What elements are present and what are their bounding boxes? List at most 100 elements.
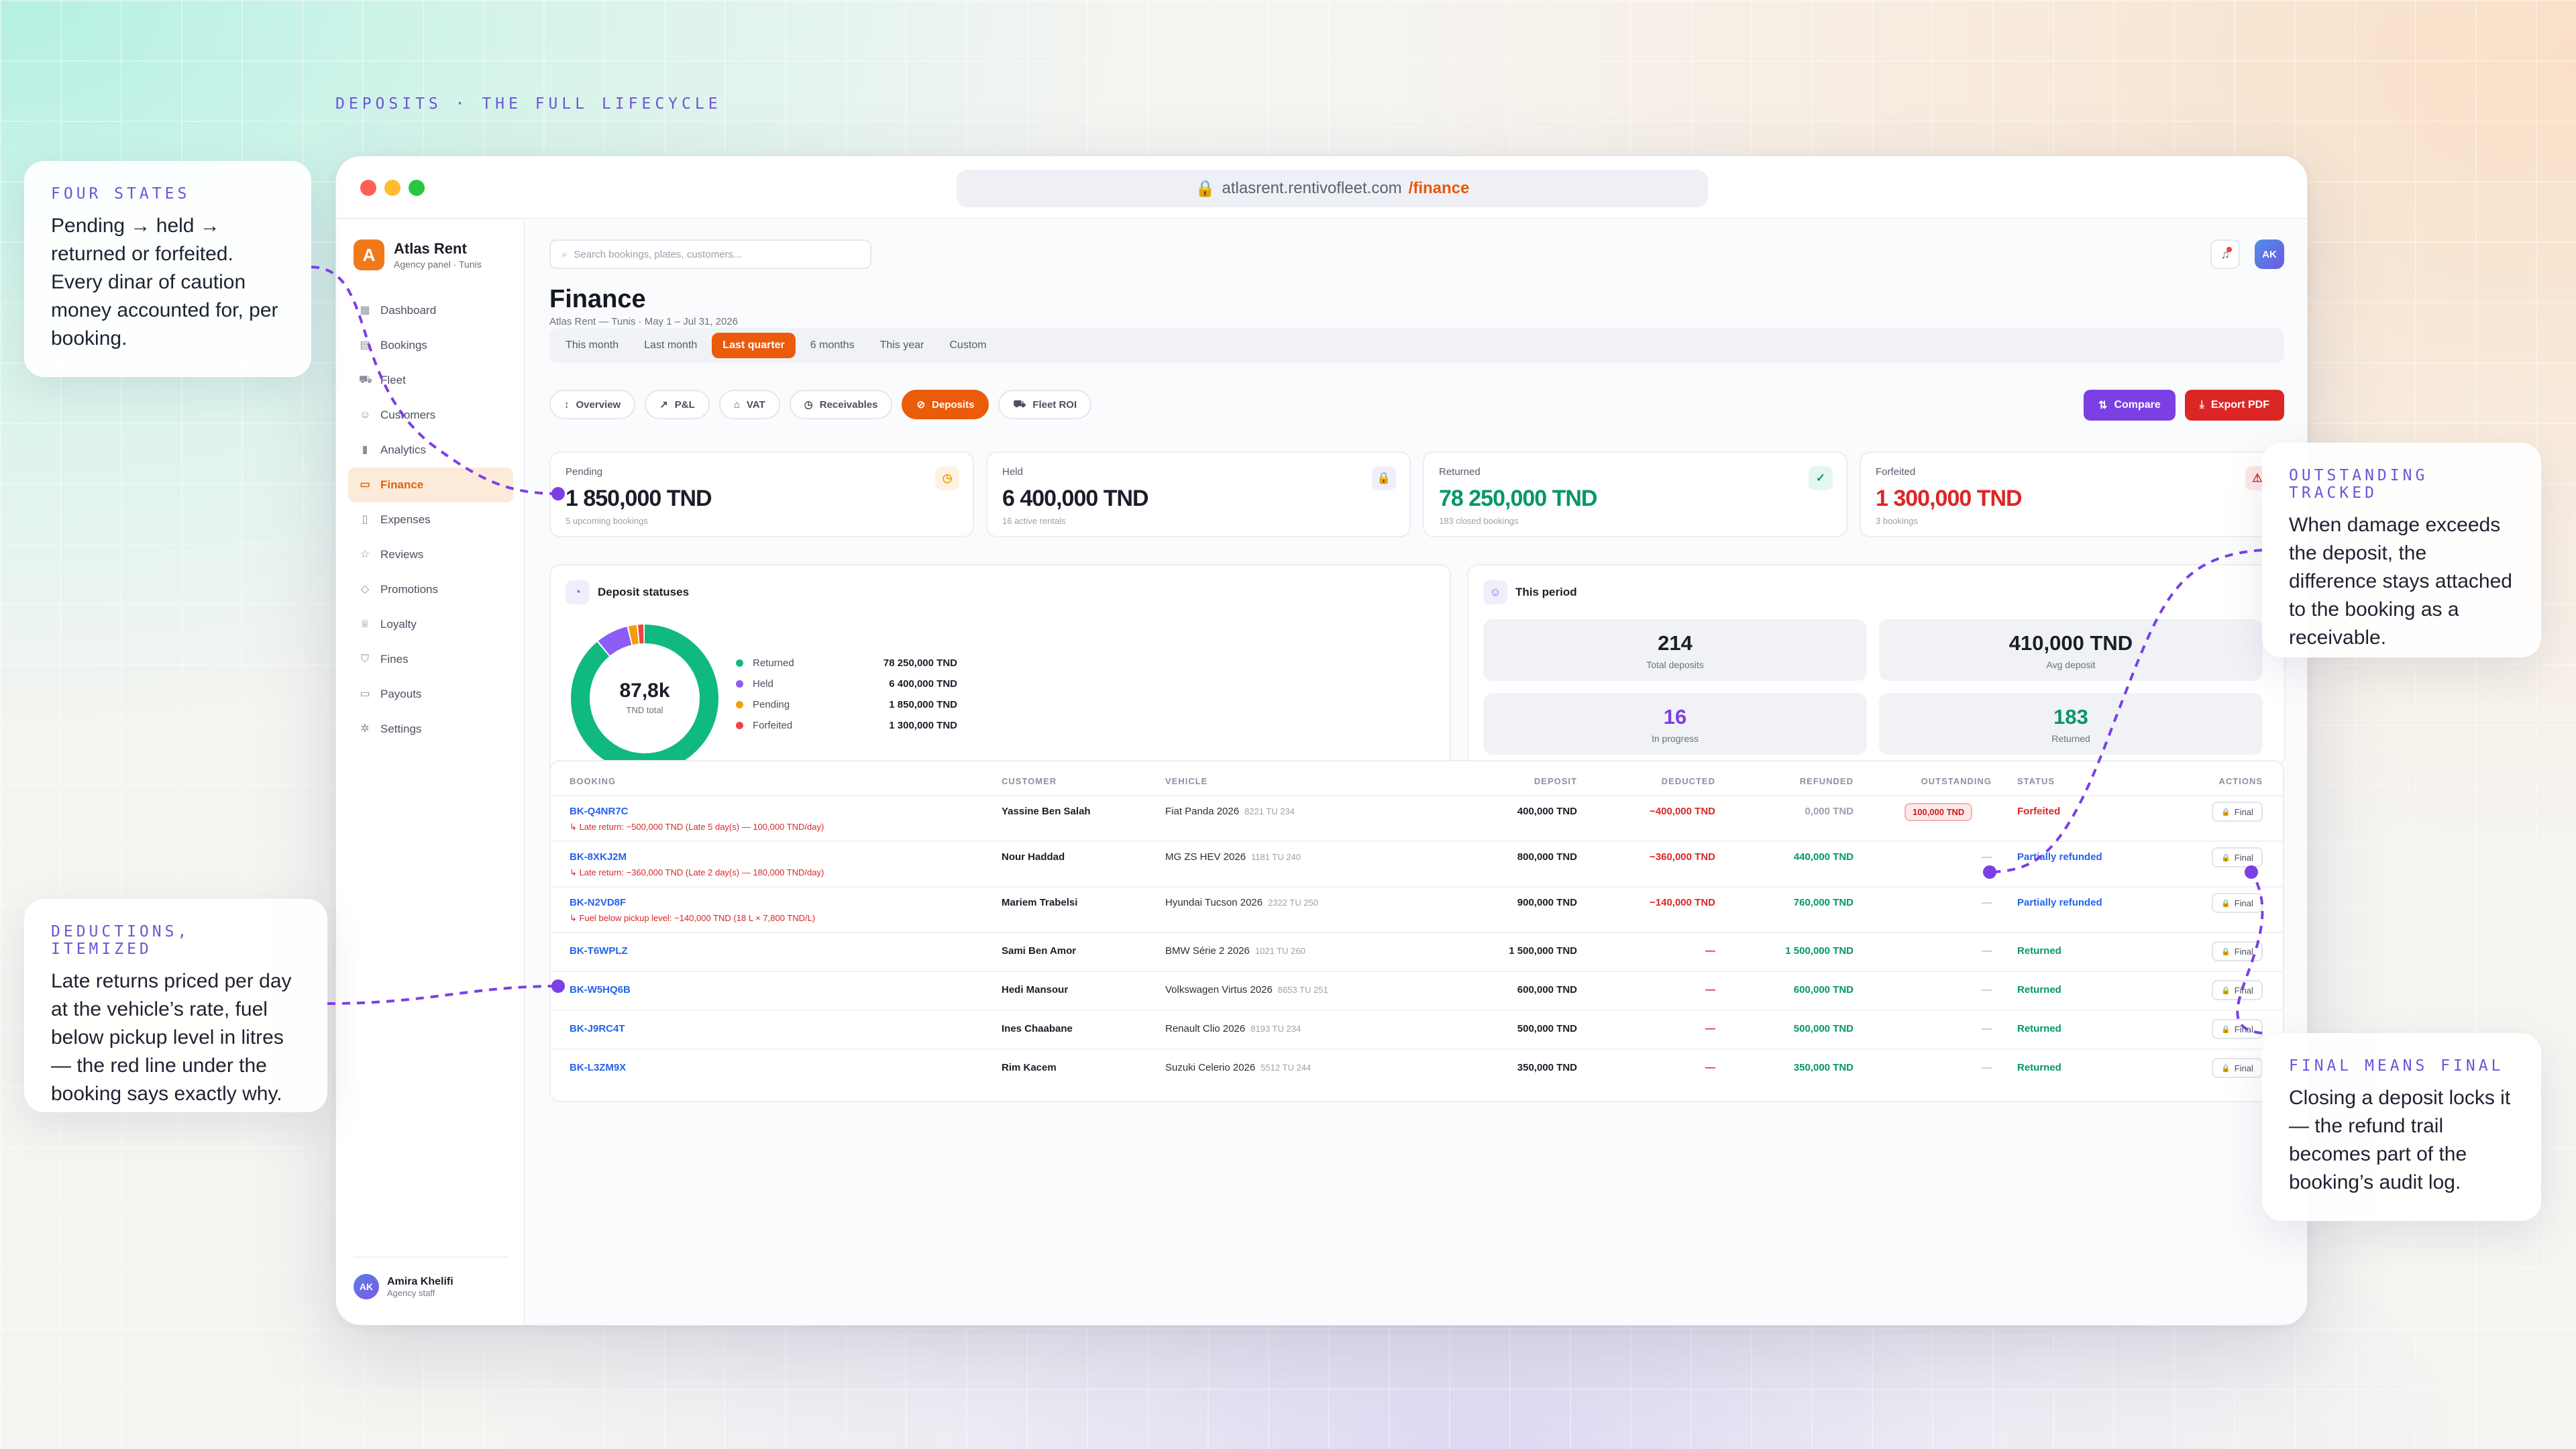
- sidebar-item-fines[interactable]: ⛉ Fines: [348, 642, 513, 677]
- tab-overview[interactable]: ↕ Overview: [549, 390, 636, 419]
- status-badge: Returned: [2017, 1062, 2061, 1073]
- sidebar-item-label: Payouts: [380, 688, 422, 700]
- donut-center-value: 87,8k: [619, 680, 669, 702]
- final-button[interactable]: 🔒 Final: [2212, 847, 2263, 867]
- column-header-outstanding[interactable]: OUTSTANDING: [1921, 776, 1992, 786]
- outstanding-amount: —: [1982, 851, 1992, 863]
- final-button[interactable]: 🔒 Final: [2212, 980, 2263, 1000]
- close-dot[interactable]: [360, 180, 376, 196]
- sidebar-item-label: Expenses: [380, 513, 431, 526]
- user-profile[interactable]: AK Amira Khelifi Agency staff: [354, 1256, 508, 1299]
- legend-value: 6 400,000 TND: [889, 678, 957, 690]
- sidebar-item-expenses[interactable]: ▯ Expenses: [348, 502, 513, 537]
- final-button[interactable]: 🔒 Final: [2212, 941, 2263, 961]
- period-this-year[interactable]: This year: [879, 339, 924, 351]
- table-row[interactable]: BK-T6WPLZ Sami Ben Amor BMW Série 2 2026 10…: [551, 932, 2283, 971]
- stat-label: Avg deposit: [2046, 659, 2096, 670]
- final-button[interactable]: 🔒 Final: [2212, 1058, 2263, 1078]
- tab-vat[interactable]: ⌂ VAT: [718, 390, 780, 419]
- deposit-statuses-card: ◔ Deposit statuses 87,8k TND total Return…: [549, 564, 1451, 783]
- legend-swatch: [736, 659, 743, 667]
- final-button[interactable]: 🔒 Final: [2212, 802, 2263, 822]
- sidebar-item-promotions[interactable]: ◇ Promotions: [348, 572, 513, 607]
- tab-deposits[interactable]: ⊘ Deposits: [902, 390, 989, 419]
- shield-icon: ⛉: [360, 653, 369, 665]
- minimize-dot[interactable]: [384, 180, 400, 196]
- booking-link[interactable]: BK-L3ZM9X: [570, 1062, 627, 1073]
- sidebar-item-fleet[interactable]: ⛟ Fleet: [348, 363, 513, 398]
- column-header-actions[interactable]: ACTIONS: [2218, 776, 2263, 786]
- avatar-top[interactable]: AK: [2255, 239, 2284, 269]
- table-row[interactable]: BK-N2VD8F ↳ Fuel below pickup level: −140…: [551, 886, 2283, 932]
- kpi-sub: 5 upcoming bookings: [566, 516, 648, 526]
- kpi-card-held[interactable]: Held 6 400,000 TND 16 active rentals 🔒: [986, 451, 1411, 537]
- tab-fleet-roi[interactable]: ⛟ Fleet ROI: [998, 390, 1092, 419]
- table-row[interactable]: BK-Q4NR7C ↳ Late return: −500,000 TND (La…: [551, 795, 2283, 841]
- sidebar-item-analytics[interactable]: ▮ Analytics: [348, 433, 513, 468]
- tab-p-l[interactable]: ↗ P&L: [645, 390, 710, 419]
- period-last-month[interactable]: Last month: [644, 339, 698, 351]
- sidebar-item-customers[interactable]: ☺ Customers: [348, 398, 513, 433]
- booking-link[interactable]: BK-Q4NR7C: [570, 806, 629, 817]
- final-button[interactable]: 🔒 Final: [2212, 1019, 2263, 1039]
- tab-label: P&L: [674, 398, 695, 411]
- maximize-dot[interactable]: [409, 180, 425, 196]
- vehicle-name: Volkswagen Virtus 2026: [1165, 984, 1273, 996]
- kpi-value: 78 250,000 TND: [1439, 486, 1598, 511]
- deposit-amount: 600,000 TND: [1517, 984, 1577, 996]
- period-this-month[interactable]: This month: [566, 339, 619, 351]
- kpi-card-forfeited[interactable]: Forfeited 1 300,000 TND 3 bookings ⚠: [1860, 451, 2284, 537]
- search-input[interactable]: ⌕ Search bookings, plates, customers...: [549, 239, 871, 269]
- download-icon: ⤓: [2199, 399, 2204, 411]
- brand[interactable]: A Atlas Rent Agency panel · Tunis: [354, 239, 482, 270]
- kpi-row: Pending 1 850,000 TND 5 upcoming bookings ◷…: [549, 451, 2284, 537]
- column-header-deposit[interactable]: DEPOSIT: [1534, 776, 1577, 786]
- final-button[interactable]: 🔒 Final: [2212, 893, 2263, 913]
- kpi-card-pending[interactable]: Pending 1 850,000 TND 5 upcoming bookings ◷: [549, 451, 974, 537]
- period-custom[interactable]: Custom: [949, 339, 987, 351]
- deducted-amount: −140,000 TND: [1650, 897, 1715, 908]
- tab-icon: ◷: [804, 399, 813, 411]
- column-header-customer[interactable]: CUSTOMER: [1002, 776, 1057, 786]
- sidebar-item-dashboard[interactable]: ▦ Dashboard: [348, 293, 513, 328]
- legend-swatch: [736, 722, 743, 729]
- export-pdf-button[interactable]: ⤓ Export PDF: [2184, 390, 2284, 421]
- booking-link[interactable]: BK-J9RC4T: [570, 1023, 625, 1034]
- sidebar-item-label: Analytics: [380, 443, 427, 456]
- tab-receivables[interactable]: ◷ Receivables: [789, 390, 893, 419]
- column-header-refunded[interactable]: REFUNDED: [1799, 776, 1854, 786]
- compare-button[interactable]: ⇅ Compare: [2084, 390, 2176, 421]
- sidebar-item-label: Fines: [380, 653, 409, 665]
- table-row[interactable]: BK-L3ZM9X Rim Kacem Suzuki Celerio 2026 551…: [551, 1049, 2283, 1087]
- table-row[interactable]: BK-W5HQ6B Hedi Mansour Volkswagen Virtus 2…: [551, 971, 2283, 1010]
- column-header-status[interactable]: STATUS: [2017, 776, 2055, 786]
- address-bar[interactable]: 🔒 atlasrent.rentivofleet.com /finance: [957, 170, 1708, 207]
- kpi-card-returned[interactable]: Returned 78 250,000 TND 183 closed booking…: [1423, 451, 1847, 537]
- bell-icon[interactable]: ♫: [2210, 239, 2240, 269]
- table-row[interactable]: BK-J9RC4T Ines Chaabane Renault Clio 2026 8…: [551, 1010, 2283, 1049]
- period-6-months[interactable]: 6 months: [810, 339, 855, 351]
- sidebar-item-bookings[interactable]: ▤ Bookings: [348, 328, 513, 363]
- sidebar-item-loyalty[interactable]: ♕ Loyalty: [348, 607, 513, 642]
- sidebar-item-reviews[interactable]: ☆ Reviews: [348, 537, 513, 572]
- period-last-quarter[interactable]: Last quarter: [712, 333, 796, 358]
- sidebar-item-finance[interactable]: ▭ Finance: [348, 468, 513, 502]
- legend-item-returned: Returned 78 250,000 TND: [736, 653, 957, 674]
- booking-link[interactable]: BK-T6WPLZ: [570, 945, 628, 957]
- stat-value: 214: [1658, 631, 1693, 655]
- booking-link[interactable]: BK-W5HQ6B: [570, 984, 631, 996]
- vehicle-cell: Volkswagen Virtus 2026 8653 TU 251: [1165, 984, 1328, 996]
- booking-link[interactable]: BK-N2VD8F: [570, 897, 627, 908]
- column-header-vehicle[interactable]: VEHICLE: [1165, 776, 1208, 786]
- column-header-deducted[interactable]: DEDUCTED: [1661, 776, 1715, 786]
- sidebar-item-payouts[interactable]: ▭ Payouts: [348, 677, 513, 712]
- refunded-amount: 500,000 TND: [1793, 1023, 1854, 1034]
- tag-icon: ◇: [360, 584, 370, 595]
- legend-value: 1 300,000 TND: [889, 720, 957, 731]
- column-header-booking[interactable]: BOOKING: [570, 776, 616, 786]
- booking-link[interactable]: BK-8XKJ2M: [570, 851, 627, 863]
- table-row[interactable]: BK-8XKJ2M ↳ Late return: −360,000 TND (La…: [551, 841, 2283, 886]
- sidebar-item-settings[interactable]: ✲ Settings: [348, 712, 513, 747]
- deposit-amount: 900,000 TND: [1517, 897, 1577, 908]
- stat-avg-deposit: 410,000 TND Avg deposit: [1879, 619, 2263, 681]
